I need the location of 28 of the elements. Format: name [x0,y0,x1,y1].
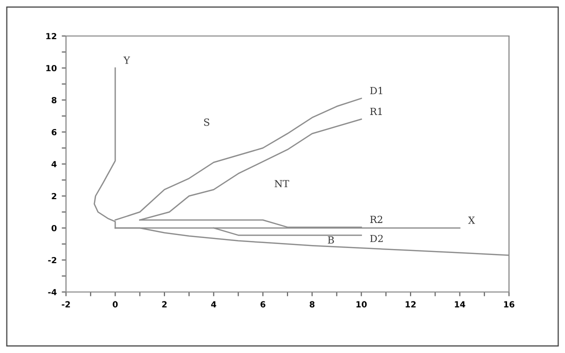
y-tick-label: 12 [46,32,56,40]
x-tick-label: 16 [504,301,514,308]
x-tick-label: 14 [454,301,466,308]
y-tick-label: 2 [52,192,56,200]
x-tick-label: 10 [356,301,367,308]
x-tick-label: 12 [406,301,416,308]
series-label: Y [123,56,130,64]
series-label: D2 [370,234,383,242]
x-tick-label: 0 [112,301,118,308]
x-tick-label: 8 [310,301,314,308]
y-tick-label: 6 [52,128,57,136]
annotation: NT [274,180,290,188]
series-label: X [468,216,475,224]
x-tick-label: 2 [162,301,167,308]
series-label: D1 [370,86,382,94]
y-tick-label: 8 [52,96,56,104]
x-tick-label: -2 [62,301,70,308]
series-label: R1 [370,108,382,115]
y-tick-label: 10 [46,64,57,72]
series-label: R2 [370,216,382,223]
x-tick-label: 6 [260,301,266,308]
y-tick-label: -2 [48,256,56,264]
y-tick-label: -4 [48,289,57,296]
y-tick-label: 4 [52,161,57,168]
y-tick-label: 0 [52,224,57,232]
x-tick-label: 4 [211,301,216,308]
annotation: B [328,236,334,244]
annotation: S [204,118,210,126]
